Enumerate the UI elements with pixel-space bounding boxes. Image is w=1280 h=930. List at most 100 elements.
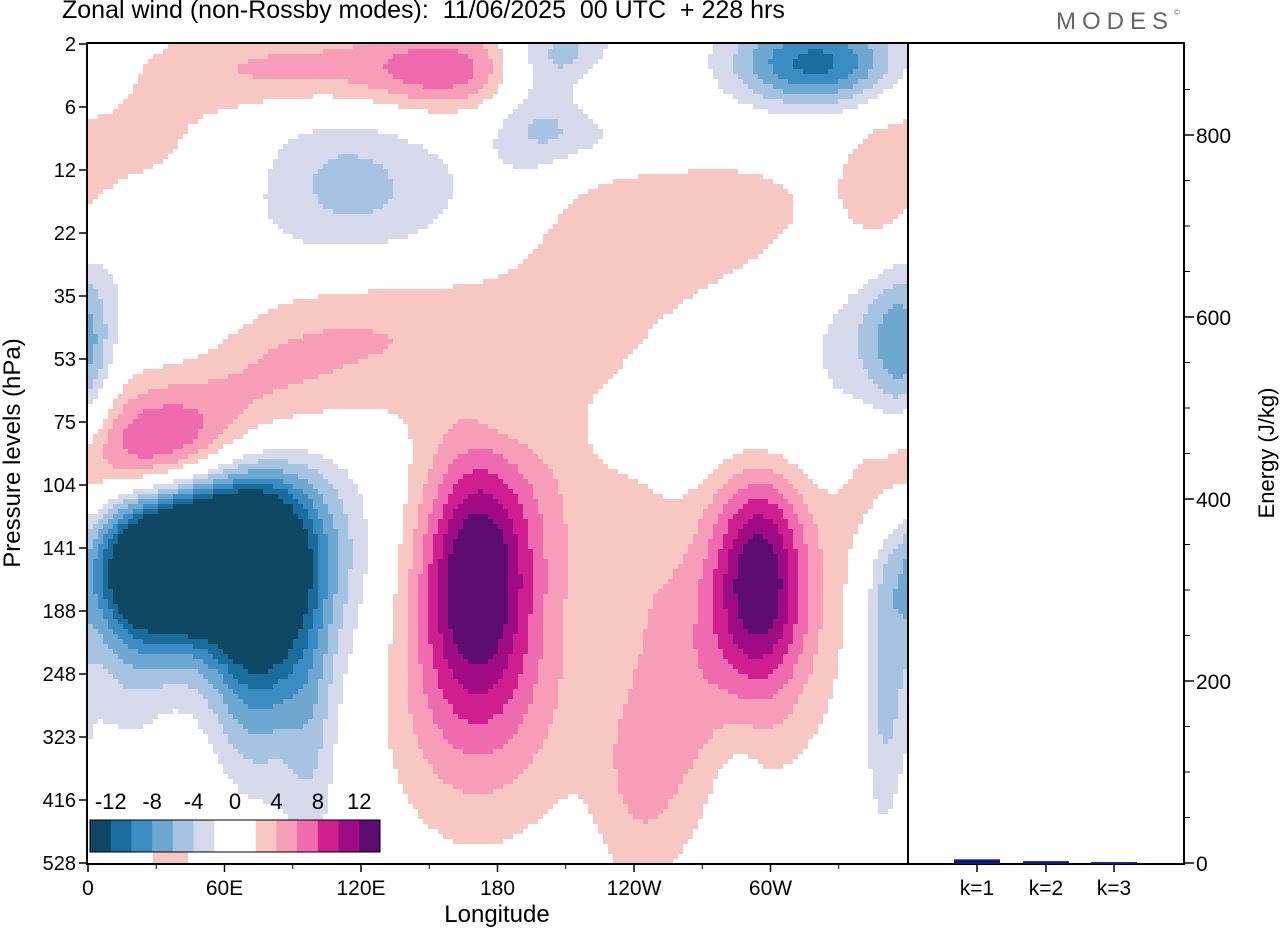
- field-cell: [298, 629, 308, 634]
- field-cell: [838, 179, 907, 184]
- field-cell: [563, 599, 653, 604]
- field-cell: [88, 399, 93, 404]
- field-cell: [218, 754, 243, 759]
- field-cell: [393, 629, 408, 634]
- field-cell: [428, 704, 453, 709]
- field-cell: [698, 524, 713, 529]
- field-cell: [803, 684, 833, 689]
- field-cell: [103, 539, 108, 544]
- field-cell: [338, 634, 353, 639]
- field-cell: [563, 639, 643, 644]
- field-cell: [88, 559, 93, 564]
- field-cell: [308, 674, 323, 679]
- field-cell: [293, 669, 308, 674]
- field-cell: [868, 684, 878, 689]
- field-cell: [88, 714, 158, 719]
- field-cell: [103, 574, 108, 579]
- field-cell: [448, 609, 508, 614]
- field-cell: [143, 64, 238, 69]
- field-cell: [533, 79, 578, 84]
- field-cell: [233, 479, 283, 484]
- field-cell: [708, 54, 733, 59]
- field-cell: [573, 199, 793, 204]
- colorbar-swatch: [110, 820, 132, 852]
- field-cell: [533, 449, 593, 454]
- colorbar-swatch: [359, 820, 381, 852]
- field-cell: [563, 609, 648, 614]
- field-cell: [633, 669, 703, 674]
- field-cell: [723, 534, 738, 539]
- field-cell: [113, 504, 128, 509]
- field-cell: [93, 569, 103, 574]
- field-cell: [868, 304, 893, 309]
- field-cell: [793, 64, 833, 69]
- field-cell: [693, 624, 713, 629]
- field-cell: [218, 644, 293, 649]
- field-cell: [443, 554, 448, 559]
- field-cell: [563, 604, 653, 609]
- field-cell: [698, 599, 713, 604]
- field-cell: [433, 454, 458, 459]
- x-tick-label: 120W: [607, 877, 662, 900]
- field-cell: [388, 689, 408, 694]
- field-cell: [798, 599, 808, 604]
- field-cell: [408, 94, 468, 99]
- field-cell: [808, 594, 823, 599]
- field-cell: [93, 589, 103, 594]
- field-cell: [653, 599, 698, 604]
- field-cell: [128, 94, 313, 99]
- field-cell: [333, 614, 343, 619]
- field-cell: [373, 329, 648, 334]
- field-cell: [683, 494, 713, 499]
- field-cell: [453, 484, 508, 489]
- field-cell: [338, 569, 348, 574]
- field-cell: [683, 559, 703, 564]
- field-cell: [273, 219, 433, 224]
- field-cell: [388, 729, 413, 734]
- field-cell: [273, 684, 303, 689]
- field-cell: [798, 619, 808, 624]
- field-cell: [453, 459, 508, 464]
- y-tick-label: 75: [54, 412, 76, 434]
- field-cell: [868, 719, 878, 724]
- field-cell: [428, 629, 438, 634]
- field-cell: [853, 474, 907, 479]
- colorbar-swatch: [317, 820, 340, 852]
- field-cell: [108, 329, 118, 334]
- field-cell: [783, 99, 838, 104]
- field-cell: [593, 819, 643, 824]
- field-cell: [448, 664, 508, 669]
- field-cell: [328, 509, 343, 514]
- field-cell: [688, 549, 708, 554]
- field-cell: [423, 819, 538, 824]
- field-cell: [328, 684, 343, 689]
- field-cell: [508, 509, 523, 514]
- field-cell: [428, 469, 448, 474]
- field-cell: [88, 584, 93, 589]
- field-cell: [883, 539, 903, 544]
- field-cell: [808, 609, 823, 614]
- field-cell: [733, 634, 783, 639]
- field-cell: [828, 329, 858, 334]
- field-cell: [793, 534, 803, 539]
- field-cell: [733, 544, 743, 549]
- field-cell: [503, 534, 518, 539]
- field-cell: [563, 629, 643, 634]
- field-cell: [303, 624, 313, 629]
- field-cell: [528, 544, 543, 549]
- field-cell: [308, 609, 313, 614]
- field-cell: [313, 559, 318, 564]
- field-cell: [338, 489, 358, 494]
- energy-tick-label: 600: [1196, 307, 1231, 330]
- field-cell: [108, 564, 313, 569]
- field-cell: [508, 594, 518, 599]
- field-cell: [88, 604, 98, 609]
- field-cell: [698, 654, 723, 659]
- field-cell: [903, 614, 907, 619]
- field-cell: [528, 134, 558, 139]
- field-cell: [303, 239, 388, 244]
- field-cell: [328, 554, 338, 559]
- field-cell: [788, 679, 808, 684]
- field-cell: [543, 594, 568, 599]
- field-cell: [868, 674, 878, 679]
